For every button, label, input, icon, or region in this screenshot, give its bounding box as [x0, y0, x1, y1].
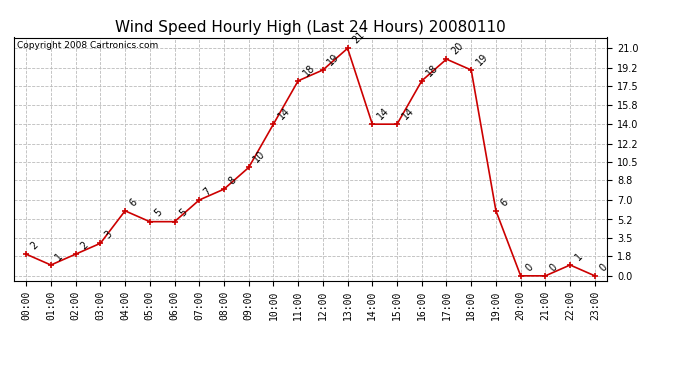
Text: Copyright 2008 Cartronics.com: Copyright 2008 Cartronics.com — [17, 41, 158, 50]
Text: 0: 0 — [524, 262, 535, 273]
Text: 3: 3 — [103, 229, 115, 240]
Text: 14: 14 — [276, 106, 292, 122]
Text: 19: 19 — [326, 51, 342, 67]
Text: 5: 5 — [177, 207, 189, 219]
Text: 0: 0 — [598, 262, 609, 273]
Text: 2: 2 — [29, 240, 41, 251]
Text: 18: 18 — [301, 62, 317, 78]
Text: 20: 20 — [449, 40, 465, 56]
Text: 10: 10 — [251, 149, 267, 165]
Text: 8: 8 — [227, 175, 238, 186]
Text: 2: 2 — [79, 240, 90, 251]
Text: 1: 1 — [573, 251, 584, 262]
Text: 7: 7 — [202, 186, 213, 197]
Text: 0: 0 — [548, 262, 560, 273]
Text: 14: 14 — [400, 106, 415, 122]
Text: 19: 19 — [474, 51, 490, 67]
Title: Wind Speed Hourly High (Last 24 Hours) 20080110: Wind Speed Hourly High (Last 24 Hours) 2… — [115, 20, 506, 35]
Text: 6: 6 — [499, 196, 510, 208]
Text: 14: 14 — [375, 106, 391, 122]
Text: 1: 1 — [54, 251, 65, 262]
Text: 5: 5 — [152, 207, 164, 219]
Text: 21: 21 — [351, 30, 366, 45]
Text: 6: 6 — [128, 196, 139, 208]
Text: 18: 18 — [424, 62, 440, 78]
